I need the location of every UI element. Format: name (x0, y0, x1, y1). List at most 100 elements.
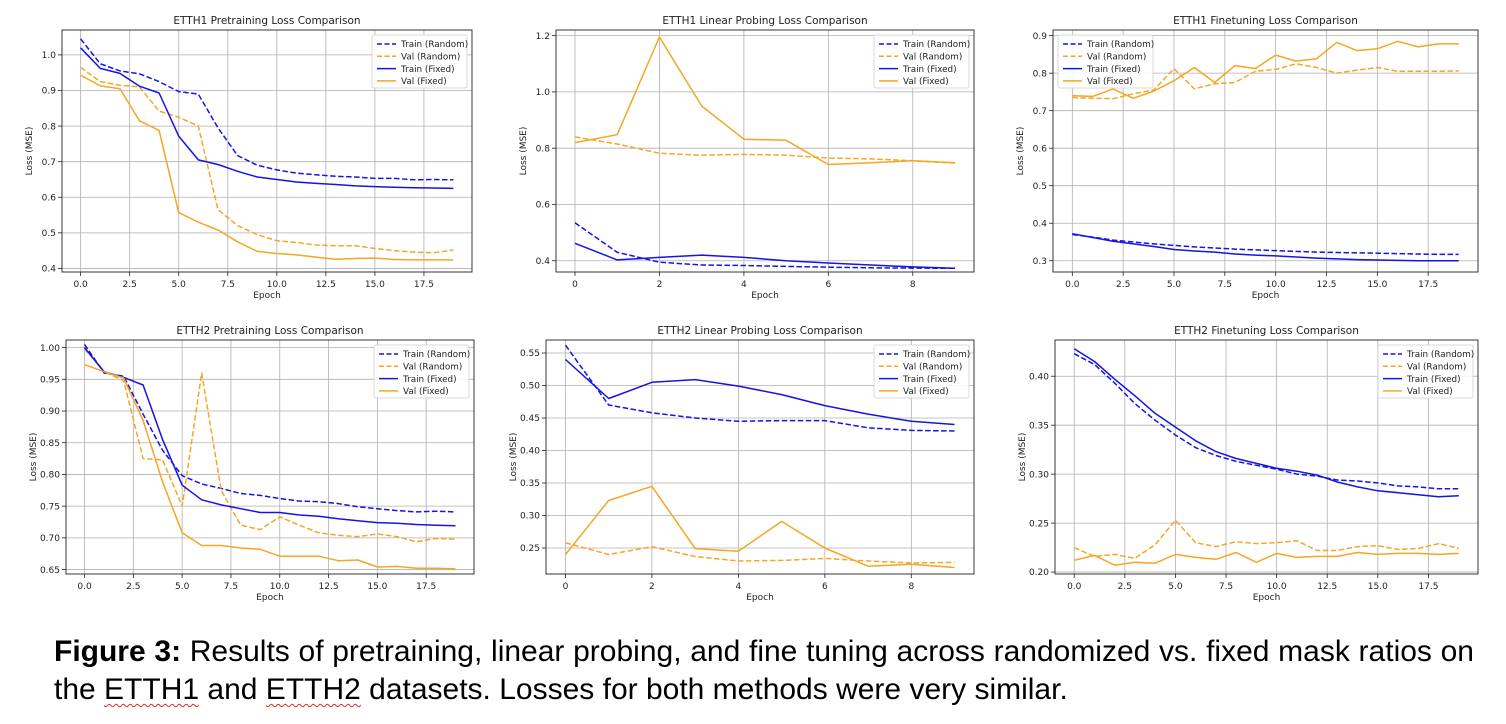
x-tick-label: 12.5 (1317, 582, 1337, 592)
x-tick-label: 2.5 (126, 582, 140, 592)
x-tick-label: 7.5 (1219, 582, 1233, 592)
y-tick-label: 1.0 (536, 88, 551, 98)
x-tick-label: 7.5 (221, 280, 235, 290)
y-tick-label: 0.35 (520, 479, 540, 489)
y-axis-label: Loss (MSE) (509, 433, 519, 482)
x-tick-label: 0 (563, 582, 569, 592)
legend-label: Val (Fixed) (903, 387, 949, 397)
x-tick-label: 12.5 (316, 280, 336, 290)
axes-frame (545, 339, 975, 575)
y-tick-label: 0.85 (40, 439, 60, 449)
legend-box (873, 344, 970, 399)
y-tick-label: 0.5 (1033, 182, 1047, 192)
y-tick-label: 0.6 (1033, 144, 1048, 154)
y-axis-label: Loss (MSE) (25, 127, 35, 176)
caption-text-2: and (199, 673, 266, 706)
x-tick-label: 5.0 (1167, 280, 1182, 290)
x-tick-label: 17.5 (414, 280, 434, 290)
x-tick-label: 0.0 (73, 280, 88, 290)
y-tick-label: 0.80 (40, 471, 60, 481)
chart-etth2-linear-probing: 0 2 4 6 8 0.25 0.30 0.35 0.40 0.45 0.50 0.55 ETTH2 L… (509, 325, 975, 603)
x-tick-label: 0.0 (1065, 280, 1080, 290)
y-tick-label: 0.6 (42, 193, 57, 203)
x-tick-label: 6 (822, 582, 828, 592)
y-tick-label: 0.8 (536, 144, 551, 154)
y-tick-label: 0.8 (42, 122, 57, 132)
y-tick-label: 0.4 (536, 257, 551, 267)
x-tick-label: 5.0 (172, 280, 187, 290)
chart-etth2-pretraining: 0.0 2.5 5.0 7.5 10.0 12.5 15.0 17.5 0.65 0.70 0.75… (29, 325, 475, 603)
y-tick-label: 0.25 (1029, 519, 1049, 529)
x-tick-label: 2.5 (1118, 582, 1132, 592)
x-axis-label: Epoch (751, 291, 779, 301)
legend-box (873, 34, 970, 89)
x-axis-label: Epoch (746, 593, 774, 603)
series-line-train-fixed (1072, 232, 1459, 262)
y-tick-label: 0.35 (1029, 421, 1049, 431)
axes-frame (1054, 339, 1479, 575)
x-tick-label: 2 (657, 280, 663, 290)
y-tick-label: 1.00 (40, 344, 60, 354)
axes-frame (1052, 29, 1479, 273)
y-tick-label: 0.5 (42, 229, 56, 239)
legend-label: Train (Random) (400, 40, 468, 50)
series-line-val-fixed (84, 363, 456, 570)
y-tick-label: 0.9 (42, 87, 57, 97)
y-tick-label: 0.7 (42, 158, 56, 168)
y-tick-label: 0.75 (40, 502, 60, 512)
legend: Train (Random) Val (Random) Train (Fixed) V… (373, 344, 470, 399)
legend-label: Train (Fixed) (1086, 65, 1141, 75)
caption-text-3: datasets. Losses for both methods were v… (360, 673, 1068, 706)
series-line-val-random (574, 136, 956, 164)
x-tick-label: 10.0 (1266, 280, 1286, 290)
x-tick-label: 12.5 (1316, 280, 1336, 290)
caption-dataset-1: ETTH1 (104, 673, 200, 706)
y-tick-label: 0.30 (1029, 470, 1049, 480)
legend-label: Val (Random) (903, 53, 962, 63)
y-tick-label: 0.20 (1029, 568, 1049, 578)
x-axis-label: Epoch (253, 291, 281, 301)
legend-label: Train (Random) (1406, 350, 1474, 360)
chart-etth1-linear-probing: 0 2 4 6 8 0.4 0.6 0.8 1.0 1.2 ETTH1 Linear Probing… (519, 15, 975, 301)
x-tick-label: 10.0 (267, 280, 287, 290)
x-axis-label: Epoch (256, 593, 284, 603)
chart-title: ETTH2 Finetuning Loss Comparison (1174, 325, 1359, 337)
chart-title: ETTH1 Linear Probing Loss Comparison (662, 15, 867, 27)
x-tick-label: 8 (910, 280, 916, 290)
legend-label: Val (Random) (401, 53, 460, 63)
series-line-train-fixed (564, 358, 955, 426)
x-tick-label: 15.0 (1367, 280, 1387, 290)
y-tick-label: 0.7 (1033, 107, 1047, 117)
y-tick-label: 0.55 (520, 349, 540, 359)
y-axis-label: Loss (MSE) (1018, 433, 1028, 482)
x-tick-label: 0 (572, 280, 578, 290)
legend: Train (Random) Val (Random) Train (Fixed) V… (873, 344, 970, 399)
caption-label: Figure 3: (54, 635, 182, 668)
legend-label: Val (Fixed) (401, 77, 447, 87)
legend-label: Val (Random) (403, 363, 462, 373)
x-tick-label: 17.5 (416, 582, 436, 592)
y-tick-label: 0.90 (40, 407, 60, 417)
caption-dataset-2: ETTH2 (265, 673, 361, 706)
figure-caption: Figure 3: Results of pretraining, linear… (54, 633, 1474, 709)
legend-label: Train (Fixed) (400, 65, 455, 75)
axes-frame (65, 339, 475, 575)
legend-box (1057, 34, 1154, 89)
chart-title: ETTH1 Pretraining Loss Comparison (173, 15, 360, 27)
legend-box (1377, 344, 1474, 399)
axes-frame (555, 29, 975, 273)
series-line-train-random (1072, 233, 1459, 256)
legend-label: Val (Random) (1407, 363, 1466, 373)
series-line-val-random (1073, 519, 1459, 560)
x-axis-label: Epoch (1253, 593, 1281, 603)
y-tick-label: 0.40 (1029, 372, 1049, 382)
chart-etth2-finetuning: 0.0 2.5 5.0 7.5 10.0 12.5 15.0 17.5 0.20 0.25 0.30… (1018, 325, 1479, 603)
y-tick-label: 0.70 (40, 534, 60, 544)
x-axis-label: Epoch (1252, 291, 1280, 301)
legend-label: Train (Random) (402, 350, 470, 360)
y-tick-label: 1.2 (536, 32, 550, 42)
y-tick-label: 0.25 (520, 544, 540, 554)
x-tick-label: 0.0 (77, 582, 92, 592)
y-tick-label: 0.65 (40, 566, 60, 576)
chart-etth1-pretraining: 0.0 2.5 5.0 7.5 10.0 12.5 15.0 17.5 0.4 0.5 0.6 0.7… (25, 15, 473, 301)
